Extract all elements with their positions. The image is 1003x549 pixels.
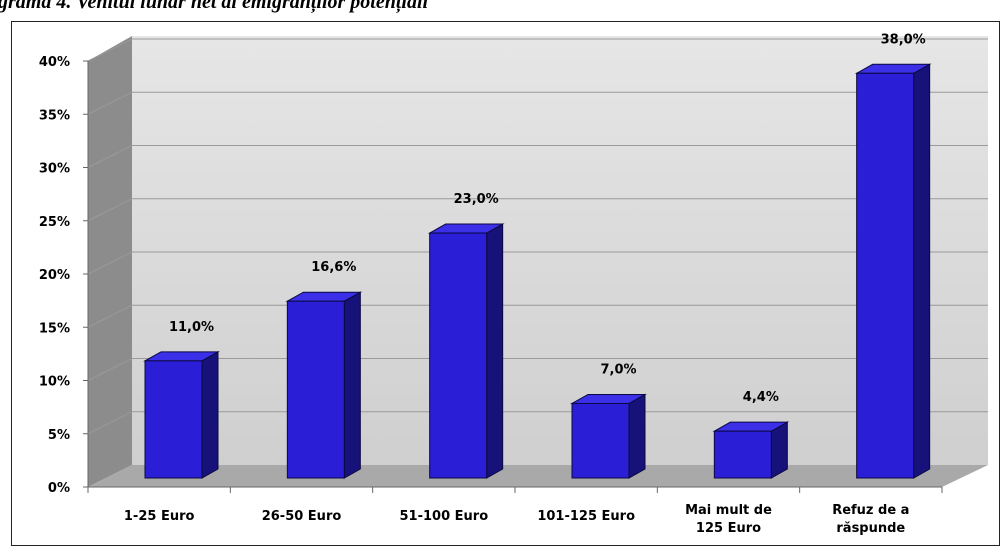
bar	[854, 63, 932, 479]
gridline	[87, 198, 988, 222]
y-tick-label: 10%	[39, 375, 70, 390]
bars	[143, 63, 932, 479]
labels: 0% 5% 10% 15% 20% 25% 30% 35% 40% 11,0% 1-25 Euro 1…	[39, 32, 926, 536]
data-label: 38,0%	[881, 32, 926, 47]
bar	[570, 393, 647, 479]
bar-front	[144, 360, 203, 479]
bar-front	[429, 232, 488, 479]
y-tick-label: 35%	[39, 108, 70, 123]
data-label: 7,0%	[600, 362, 636, 377]
bar-front	[856, 72, 915, 479]
y-tick-label: 20%	[39, 268, 70, 283]
x-tick-label: Mai mult de 125 Euro	[685, 503, 772, 536]
gridline	[87, 91, 988, 115]
y-tick-label: 0%	[48, 481, 70, 496]
bar-side	[201, 350, 219, 479]
x-tick-label: 1-25 Euro	[124, 509, 195, 524]
gridline	[87, 411, 988, 435]
data-label: 16,6%	[311, 260, 356, 275]
axes	[83, 60, 943, 493]
y-tick-label: 30%	[39, 162, 70, 177]
y-tick-label: 25%	[39, 215, 70, 230]
side-wall	[88, 36, 132, 487]
bar	[427, 223, 505, 479]
gridline	[87, 358, 988, 381]
bar	[712, 421, 790, 479]
bar	[143, 350, 220, 479]
gridline	[87, 304, 988, 328]
bar-side	[628, 393, 646, 479]
data-label: 23,0%	[454, 192, 499, 207]
x-tick-label: 51-100 Euro	[400, 509, 489, 524]
bar	[285, 291, 363, 479]
gridline	[87, 38, 988, 62]
bar-front	[286, 300, 345, 479]
chart-floor	[88, 465, 988, 487]
x-tick-label: 26-50 Euro	[262, 509, 342, 524]
y-tick-label: 5%	[48, 428, 70, 443]
data-label: 4,4%	[743, 390, 779, 405]
back-wall	[132, 36, 988, 465]
x-tick-label: 101-125 Euro	[537, 509, 635, 524]
data-label: 11,0%	[169, 320, 214, 335]
chart-frame	[11, 21, 1000, 546]
y-tick-label: 40%	[39, 55, 70, 70]
gridline	[87, 145, 988, 168]
gridlines	[87, 38, 988, 435]
bar-side	[343, 291, 361, 479]
bar-side	[770, 421, 788, 479]
bar-front	[713, 430, 772, 479]
bar-side	[486, 223, 504, 479]
bar-front	[571, 402, 630, 479]
y-tick-label: 15%	[39, 321, 70, 336]
chart-title: agrama 4. Venitul lunar net al emigranți…	[0, 0, 429, 13]
x-tick-label: Refuz de a răspunde	[832, 503, 909, 536]
bar-side	[913, 63, 931, 479]
gridline	[87, 251, 988, 275]
